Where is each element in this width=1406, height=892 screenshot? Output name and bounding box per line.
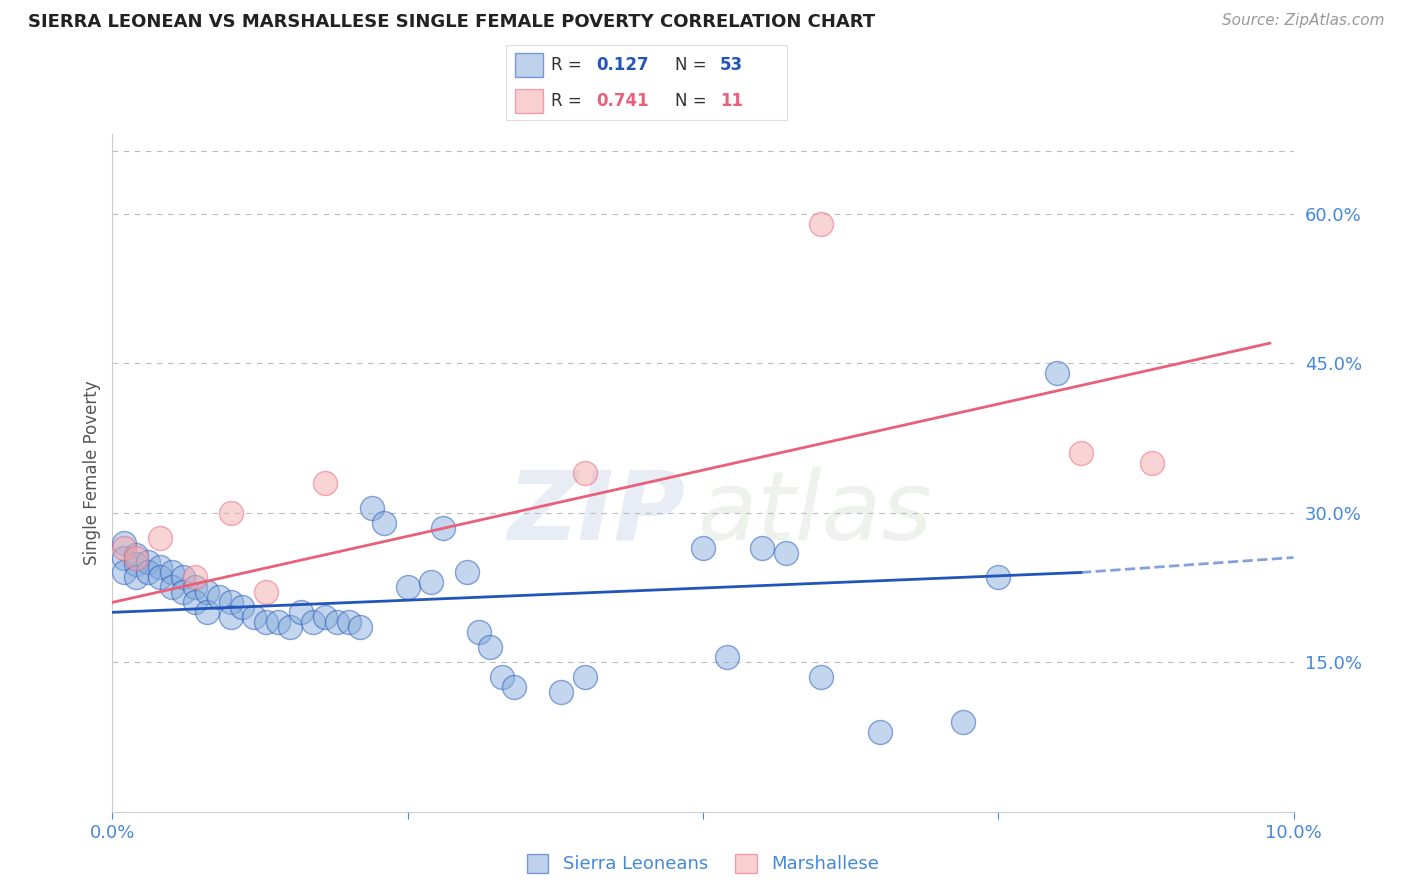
Point — [172, 570, 194, 584]
Text: Source: ZipAtlas.com: Source: ZipAtlas.com — [1222, 13, 1385, 29]
Point — [491, 670, 513, 684]
Point — [396, 581, 419, 595]
Point — [195, 585, 218, 599]
Point — [420, 575, 443, 590]
Point — [125, 570, 148, 584]
Point — [195, 605, 218, 619]
Text: 53: 53 — [720, 56, 742, 74]
Point — [160, 566, 183, 580]
Point — [716, 650, 738, 665]
Point — [574, 466, 596, 480]
Point — [254, 615, 277, 630]
Point — [219, 595, 242, 609]
Point — [432, 520, 454, 534]
Point — [172, 585, 194, 599]
Point — [112, 550, 135, 565]
Point — [574, 670, 596, 684]
Text: N =: N = — [675, 56, 711, 74]
Point — [290, 605, 312, 619]
Point — [208, 591, 231, 605]
Point — [1070, 446, 1092, 460]
Point — [361, 500, 384, 515]
Point — [479, 640, 502, 655]
Point — [112, 541, 135, 555]
Text: SIERRA LEONEAN VS MARSHALLESE SINGLE FEMALE POVERTY CORRELATION CHART: SIERRA LEONEAN VS MARSHALLESE SINGLE FEM… — [28, 13, 876, 31]
Legend: Sierra Leoneans, Marshallese: Sierra Leoneans, Marshallese — [520, 847, 886, 880]
Text: 0.741: 0.741 — [596, 92, 648, 110]
Point — [184, 595, 207, 609]
Y-axis label: Single Female Poverty: Single Female Poverty — [83, 381, 101, 565]
Point — [219, 610, 242, 624]
Point — [136, 566, 159, 580]
Point — [125, 548, 148, 562]
Point — [869, 725, 891, 739]
Text: R =: R = — [551, 56, 588, 74]
Point — [810, 217, 832, 231]
Point — [775, 545, 797, 559]
Point — [314, 475, 336, 490]
Point — [349, 620, 371, 634]
Point — [219, 506, 242, 520]
Text: 0.127: 0.127 — [596, 56, 648, 74]
Point — [184, 570, 207, 584]
Point — [373, 516, 395, 530]
Point — [184, 581, 207, 595]
Point — [987, 570, 1010, 584]
Text: ZIP: ZIP — [508, 467, 685, 560]
FancyBboxPatch shape — [515, 88, 543, 112]
Point — [337, 615, 360, 630]
Point — [231, 600, 253, 615]
Point — [125, 550, 148, 565]
Point — [326, 615, 349, 630]
Point — [125, 558, 148, 572]
Point — [952, 714, 974, 729]
Text: N =: N = — [675, 92, 711, 110]
Point — [503, 680, 526, 694]
Point — [302, 615, 325, 630]
Point — [751, 541, 773, 555]
Point — [810, 670, 832, 684]
Point — [692, 541, 714, 555]
Point — [136, 556, 159, 570]
Text: atlas: atlas — [697, 467, 932, 560]
Point — [456, 566, 478, 580]
Text: R =: R = — [551, 92, 588, 110]
Point — [550, 685, 572, 699]
Point — [254, 585, 277, 599]
Point — [467, 625, 489, 640]
Point — [112, 535, 135, 549]
Point — [112, 566, 135, 580]
FancyBboxPatch shape — [515, 53, 543, 78]
Point — [314, 610, 336, 624]
Point — [1140, 456, 1163, 470]
Point — [160, 581, 183, 595]
Point — [278, 620, 301, 634]
Text: 11: 11 — [720, 92, 742, 110]
Point — [149, 560, 172, 574]
Point — [267, 615, 290, 630]
Point — [149, 531, 172, 545]
Point — [149, 570, 172, 584]
Point — [1046, 366, 1069, 380]
Point — [243, 610, 266, 624]
